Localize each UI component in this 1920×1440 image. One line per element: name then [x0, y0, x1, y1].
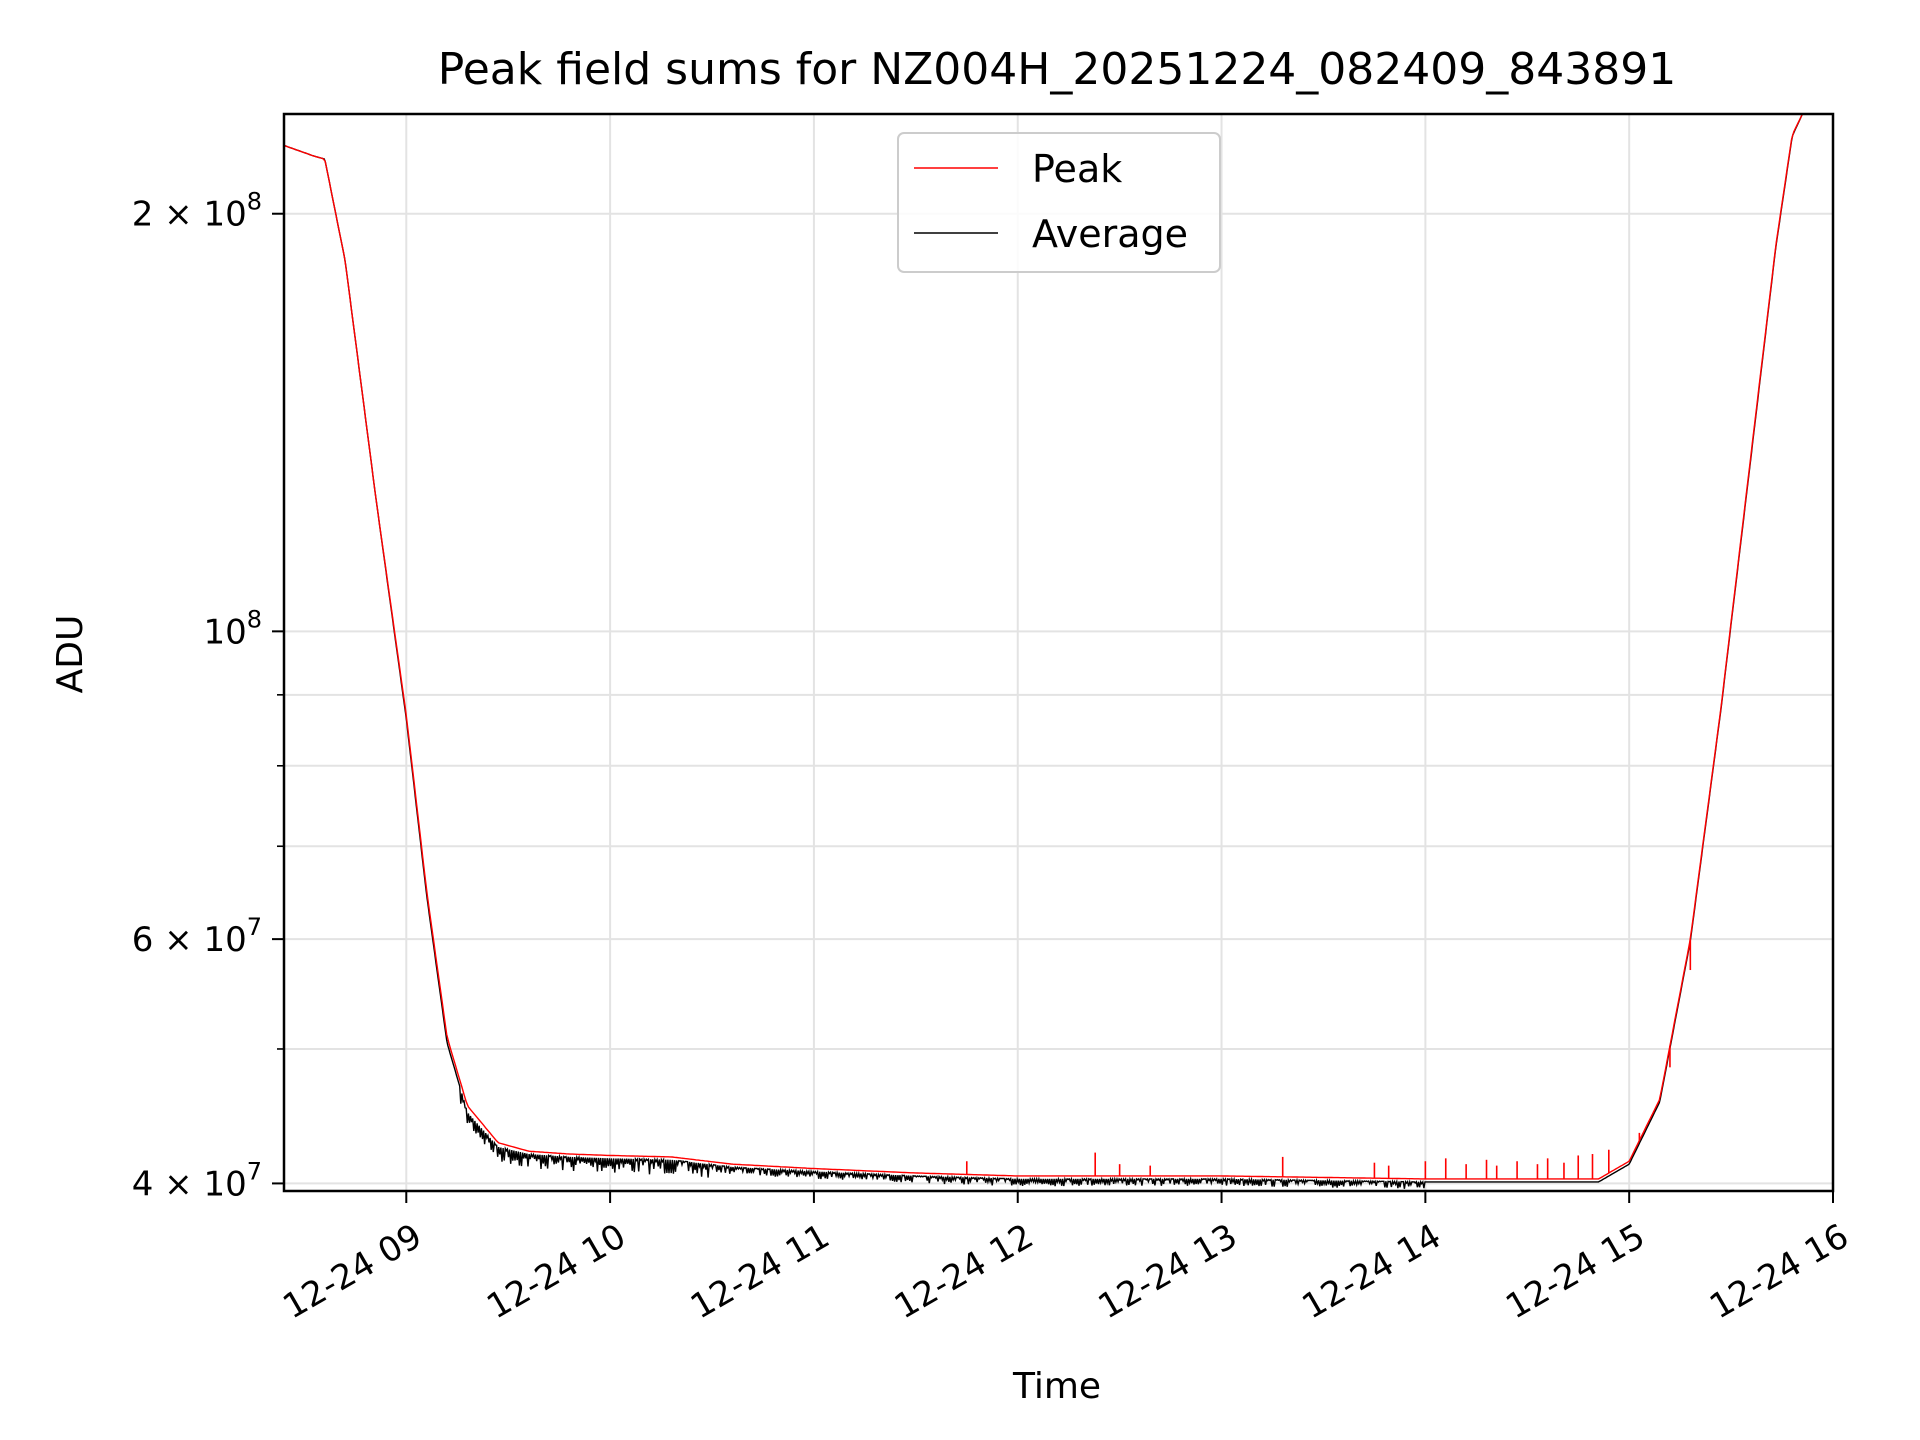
peak-line — [284, 114, 1804, 1180]
y-tick-label: 4 × 107 — [132, 1157, 262, 1204]
y-tick-label: 108 — [203, 605, 262, 652]
x-axis-label: Time — [1012, 1366, 1101, 1407]
y-tick-label: 6 × 107 — [132, 913, 262, 960]
y-axis-label: ADU — [50, 615, 91, 694]
series-peak — [284, 114, 1804, 1180]
average-line — [284, 114, 1804, 1189]
legend: Peak Average — [897, 132, 1221, 273]
legend-peak-label: Peak — [1032, 147, 1122, 191]
legend-average-label: Average — [1032, 212, 1188, 256]
series-average — [284, 114, 1804, 1189]
y-tick-label: 2 × 108 — [132, 188, 262, 235]
plot-frame — [282, 112, 1835, 1193]
chart-title: Peak field sums for NZ004H_20251224_0824… — [438, 44, 1676, 95]
